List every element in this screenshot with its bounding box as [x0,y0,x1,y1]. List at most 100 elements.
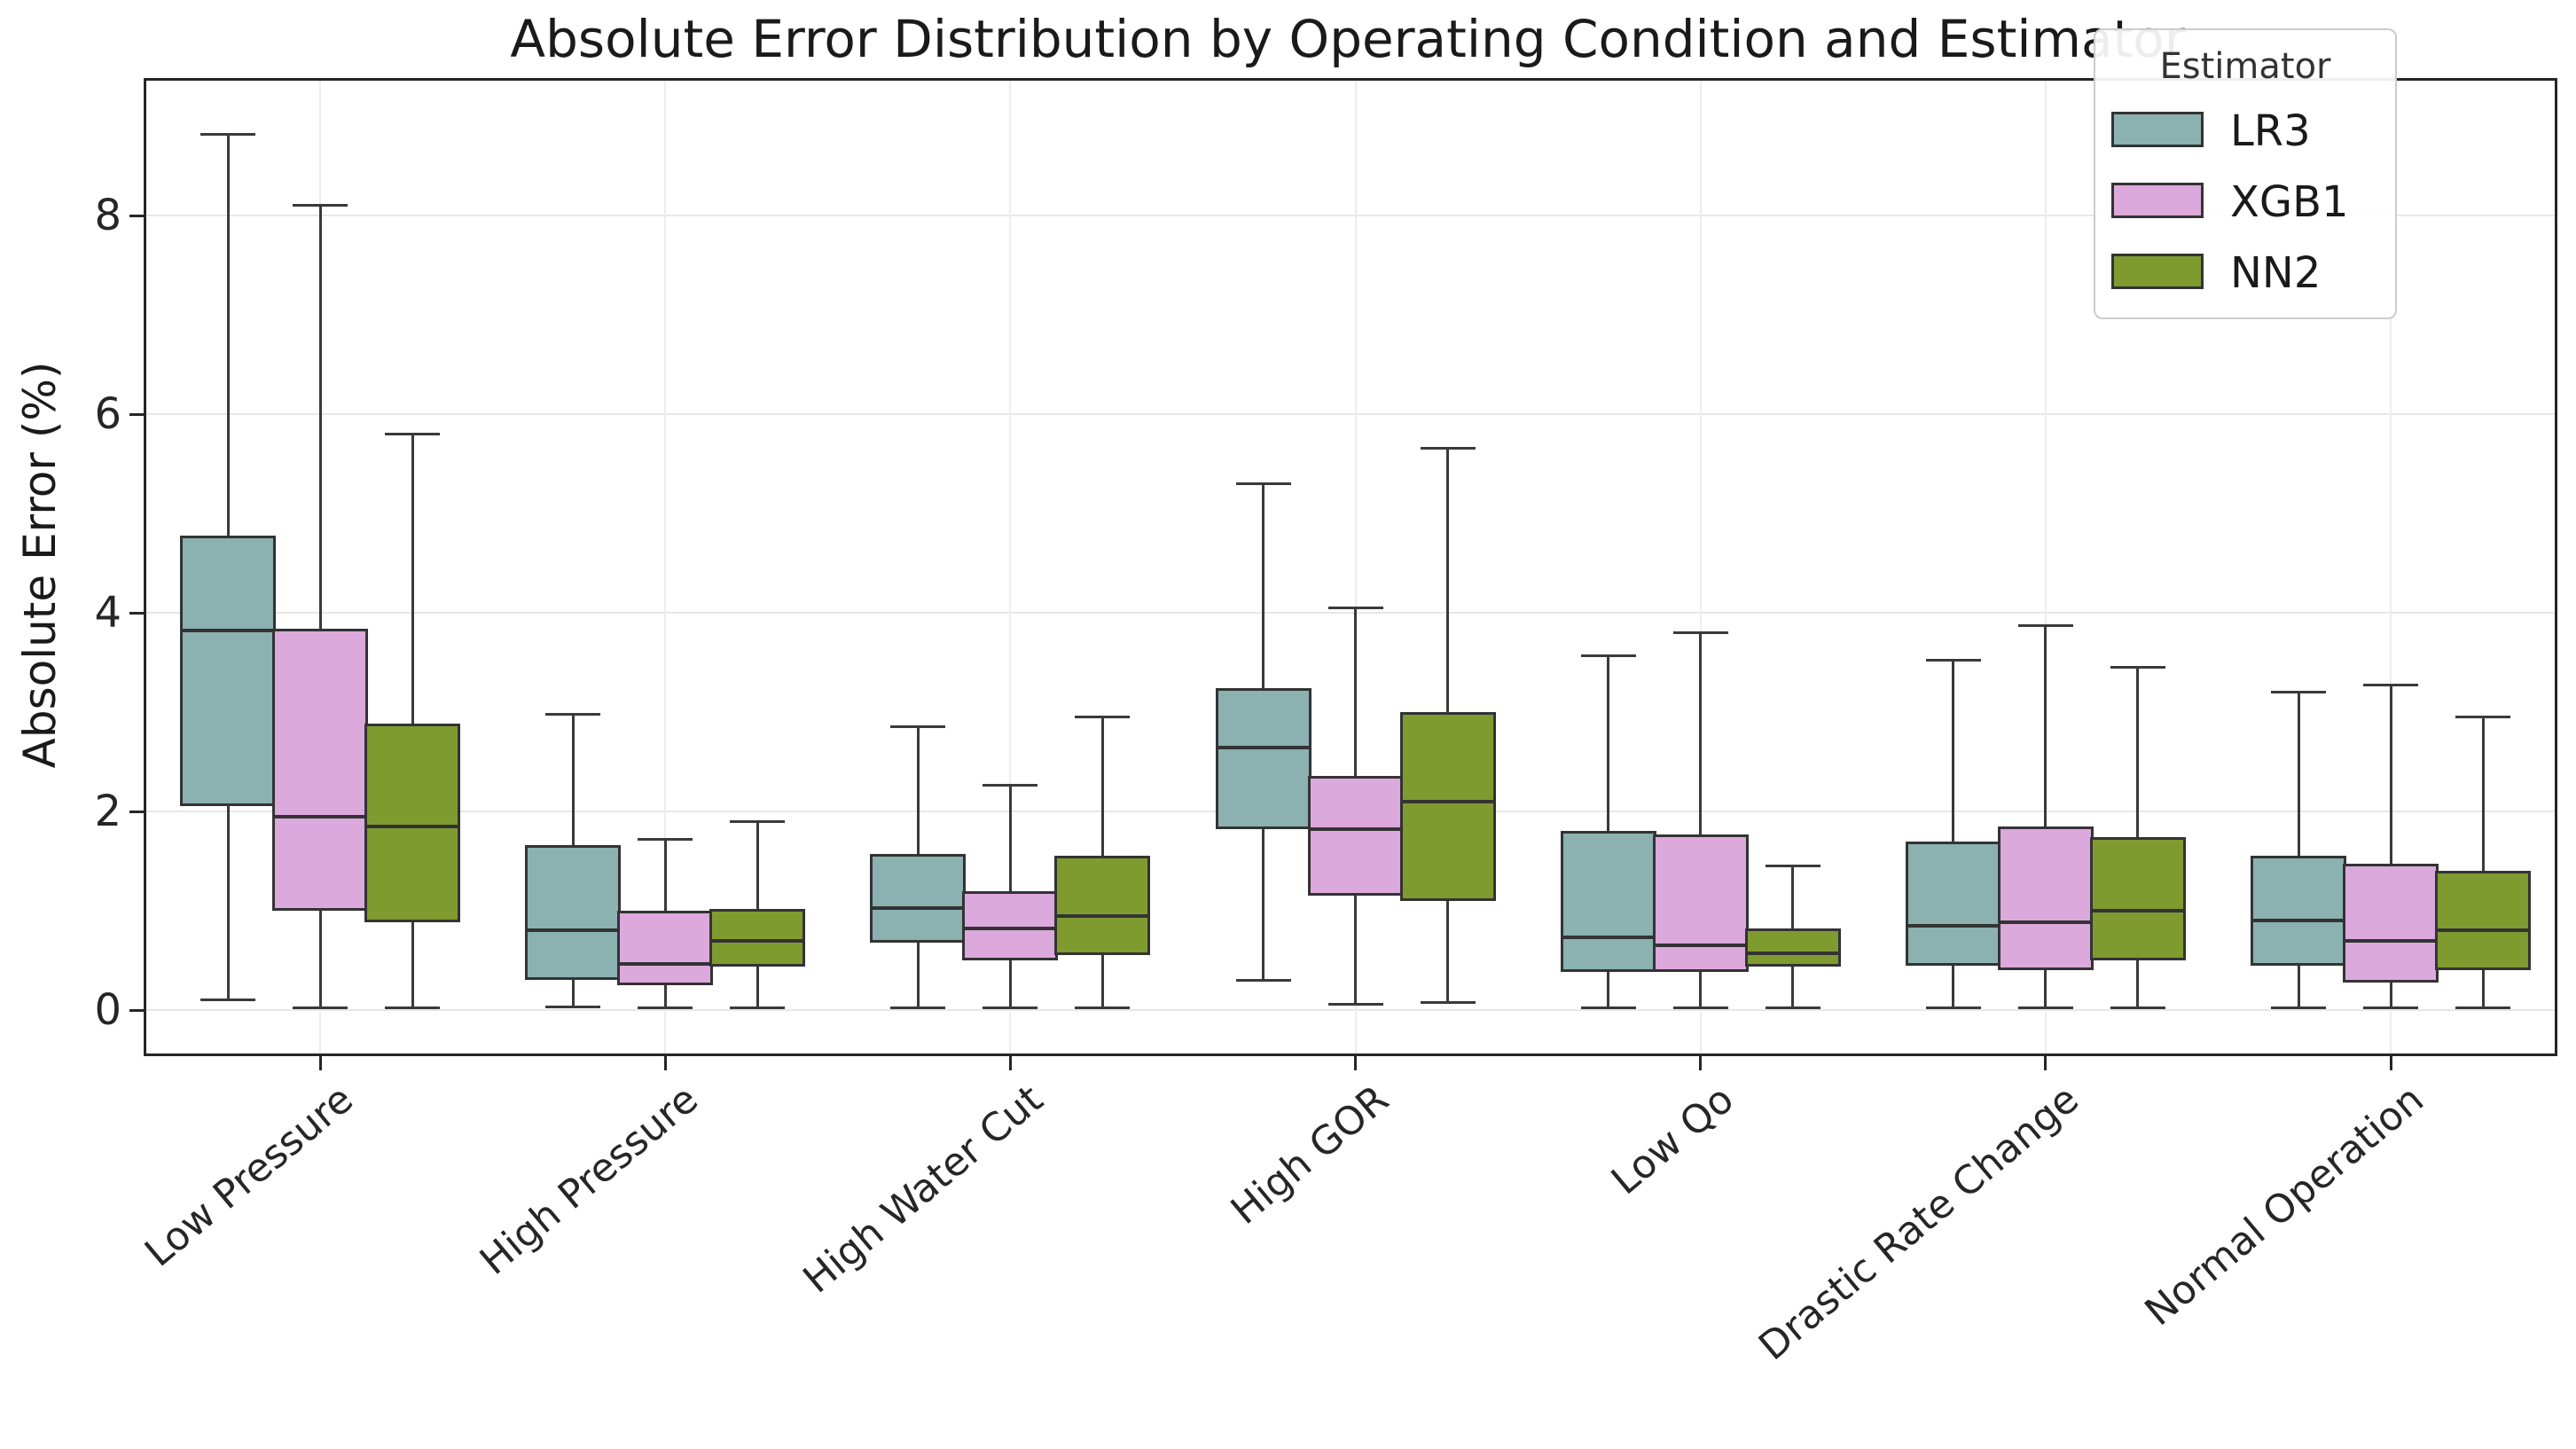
whisker-cap-high-LR3-low-pressure [200,132,255,136]
box-XGB1-high-pressure [617,911,714,985]
whisker-NN2-low-pressure [411,434,414,1008]
x-tick-label-drastic-rate-change: Drastic Rate Change [1750,1077,2087,1370]
box-LR3-high-pressure [525,845,622,981]
gridline-y6 [146,413,2555,415]
gridline-x-normal-operation [2390,81,2392,1053]
median-NN2-low-pressure [367,824,458,828]
whisker-cap-low-NN2-drastic-rate-change [2110,1006,2165,1010]
gridline-x-high-pressure [664,81,667,1053]
legend-label-NN2: NN2 [2230,248,2322,298]
whisker-cap-high-XGB1-high-gor [1327,606,1383,609]
x-tick-mark [318,1056,322,1070]
legend-row-XGB1: XGB1 [2111,177,2377,227]
median-LR3-high-gor [1218,746,1309,750]
whisker-NN2-normal-operation [2481,717,2485,1008]
chart-title: Absolute Error Distribution by Operating… [510,9,2186,69]
gridline-y4 [146,612,2555,614]
x-tick-label-normal-operation: Normal Operation [2136,1077,2432,1335]
whisker-cap-low-NN2-normal-operation [2455,1006,2511,1010]
whisker-cap-high-XGB1-normal-operation [2363,684,2419,687]
whisker-cap-low-NN2-low-pressure [385,1006,440,1010]
box-LR3-high-water-cut [870,854,967,943]
box-XGB1-high-gor [1307,775,1404,897]
box-NN2-low-pressure [364,724,460,923]
whisker-cap-low-LR3-drastic-rate-change [1925,1006,1981,1010]
y-tick-mark [129,214,144,217]
whisker-cap-high-LR3-high-gor [1235,482,1291,485]
whisker-cap-low-LR3-low-pressure [200,999,255,1002]
y-tick-mark [129,412,144,416]
median-XGB1-drastic-rate-change [2000,920,2091,925]
box-NN2-high-gor [1399,712,1496,901]
box-XGB1-high-water-cut [962,890,1059,960]
x-tick-mark [2389,1056,2392,1070]
whisker-cap-high-XGB1-low-qo [1672,631,1728,634]
x-tick-mark [663,1056,667,1070]
whisker-cap-high-NN2-high-gor [1420,446,1476,450]
whisker-cap-low-LR3-high-pressure [545,1006,601,1009]
whisker-XGB1-normal-operation [2389,685,2392,1008]
median-XGB1-normal-operation [2345,938,2437,943]
whisker-cap-high-LR3-low-qo [1580,654,1636,657]
median-XGB1-high-pressure [620,962,711,967]
y-tick-label: 6 [94,389,121,439]
legend-row-NN2: NN2 [2111,248,2377,298]
box-LR3-normal-operation [2251,856,2347,966]
legend-title: Estimator [2159,46,2331,87]
whisker-cap-high-NN2-high-pressure [730,819,786,823]
y-tick-label: 0 [94,985,121,1035]
whisker-cap-low-XGB1-high-gor [1327,1002,1383,1006]
y-tick-mark [129,611,144,615]
median-NN2-drastic-rate-change [2092,909,2183,912]
x-tick-label-high-water-cut: High Water Cut [795,1077,1053,1303]
median-LR3-low-qo [1562,936,1654,940]
box-XGB1-normal-operation [2343,864,2439,983]
box-NN2-high-water-cut [1054,856,1151,956]
legend-swatch-LR3 [2111,112,2204,147]
whisker-cap-low-NN2-low-qo [1765,1006,1820,1010]
gridline-x-drastic-rate-change [2044,81,2047,1053]
whisker-cap-low-NN2-high-water-cut [1075,1006,1131,1010]
gridline-y0 [146,1009,2555,1011]
whisker-XGB1-drastic-rate-change [2044,625,2047,1008]
whisker-cap-low-XGB1-drastic-rate-change [2017,1006,2073,1010]
whisker-LR3-normal-operation [2297,692,2300,1008]
whisker-cap-low-XGB1-low-pressure [293,1006,348,1010]
whisker-cap-low-LR3-normal-operation [2271,1006,2327,1010]
box-LR3-drastic-rate-change [1905,841,2001,966]
median-NN2-normal-operation [2438,928,2529,933]
whisker-cap-low-XGB1-normal-operation [2363,1006,2419,1010]
whisker-cap-low-XGB1-high-pressure [638,1006,693,1010]
box-NN2-low-qo [1744,928,1841,967]
whisker-LR3-drastic-rate-change [1952,660,1955,1008]
y-tick-label: 4 [94,588,121,638]
median-XGB1-low-pressure [275,814,365,818]
box-XGB1-low-qo [1652,834,1749,973]
gridline-y8 [146,215,2555,216]
whisker-cap-low-XGB1-high-water-cut [983,1006,1038,1010]
whisker-XGB1-low-qo [1699,632,1703,1008]
whisker-cap-high-NN2-drastic-rate-change [2110,666,2165,670]
median-NN2-high-pressure [712,938,803,943]
median-XGB1-high-gor [1310,827,1401,832]
box-NN2-high-pressure [709,908,806,967]
median-LR3-high-pressure [528,928,619,933]
y-axis-label: Absolute Error (%) [14,361,66,769]
median-XGB1-low-qo [1655,944,1746,948]
whisker-cap-low-XGB1-low-qo [1672,1006,1728,1010]
whisker-cap-high-NN2-high-water-cut [1075,716,1131,719]
x-tick-mark [1354,1056,1357,1070]
whisker-cap-high-XGB1-low-pressure [293,204,348,208]
box-LR3-low-pressure [180,535,276,807]
median-LR3-normal-operation [2253,919,2345,923]
y-tick-label: 8 [94,191,121,240]
box-XGB1-drastic-rate-change [1997,826,2094,971]
x-tick-mark [1008,1056,1012,1070]
whisker-cap-high-LR3-normal-operation [2271,691,2327,694]
x-tick-mark [1699,1056,1703,1070]
box-LR3-high-gor [1215,688,1311,830]
whisker-cap-low-NN2-high-gor [1420,1000,1476,1004]
median-LR3-low-pressure [183,629,273,633]
x-tick-mark [2044,1056,2047,1070]
